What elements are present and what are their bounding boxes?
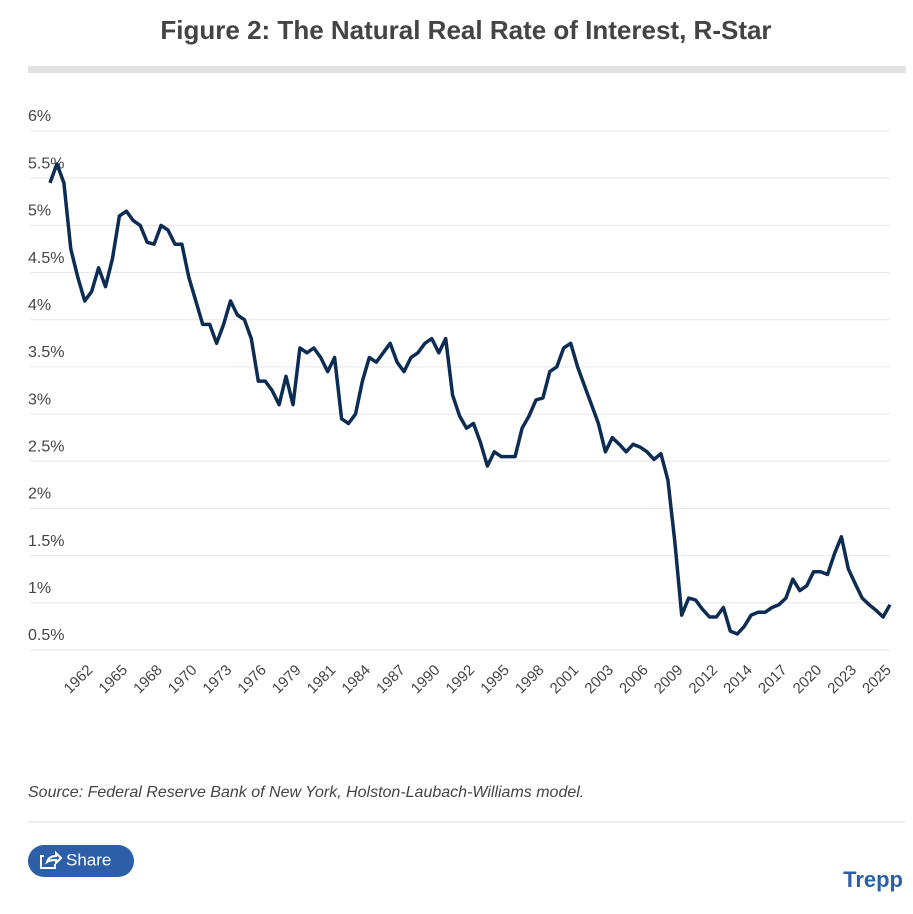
x-tick-label: 2014	[720, 662, 756, 698]
x-tick-label: 1970	[165, 662, 201, 698]
y-tick-label: 3%	[28, 391, 51, 408]
title-rule	[28, 66, 906, 73]
y-tick-label: 0.5%	[28, 627, 64, 644]
y-tick-label: 4%	[28, 297, 51, 314]
x-tick-label: 2009	[651, 662, 687, 698]
x-tick-label: 1987	[373, 662, 409, 698]
x-tick-label: 1992	[443, 662, 479, 698]
x-tick-label: 2025	[859, 662, 895, 698]
x-tick-label: 2012	[686, 662, 722, 698]
x-tick-label: 1968	[130, 662, 166, 698]
x-tick-label: 1962	[61, 662, 97, 698]
x-tick-label: 1976	[234, 662, 270, 698]
brand-logo[interactable]: Trepp	[843, 867, 903, 892]
x-tick-label: 2023	[824, 662, 860, 698]
share-icon[interactable]	[40, 850, 63, 869]
source-note: Source: Federal Reserve Bank of New York…	[28, 784, 584, 801]
data-line	[48, 162, 892, 636]
x-tick-label: 1979	[269, 662, 305, 698]
x-tick-label: 1990	[408, 662, 444, 698]
x-tick-label: 2001	[547, 662, 583, 698]
x-tick-label: 1984	[338, 662, 374, 698]
x-tick-label: 1965	[95, 662, 131, 698]
x-tick-label: 1998	[512, 662, 548, 698]
y-tick-label: 2%	[28, 486, 51, 503]
plot: 0.5%1%1.5%2%2.5%3%3.5%4%4.5%5%5.5%6%1962…	[28, 108, 895, 697]
y-tick-label: 1%	[28, 580, 51, 597]
y-tick-label: 5%	[28, 203, 51, 220]
x-tick-label: 2020	[790, 662, 826, 698]
chart-title: Figure 2: The Natural Real Rate of Inter…	[160, 15, 771, 45]
x-tick-label: 1981	[304, 662, 340, 698]
x-tick-label: 2003	[581, 662, 617, 698]
x-tick-label: 2017	[755, 662, 791, 698]
share-label[interactable]: Share	[66, 850, 111, 869]
x-tick-label: 2006	[616, 662, 652, 698]
y-tick-label: 6%	[28, 108, 51, 125]
x-tick-label: 1995	[477, 662, 513, 698]
y-tick-label: 1.5%	[28, 533, 64, 550]
y-tick-label: 3.5%	[28, 344, 64, 361]
y-tick-label: 4.5%	[28, 250, 64, 267]
share-button[interactable]: Share	[28, 845, 134, 877]
x-tick-label: 1973	[200, 662, 236, 698]
y-tick-label: 2.5%	[28, 438, 64, 455]
